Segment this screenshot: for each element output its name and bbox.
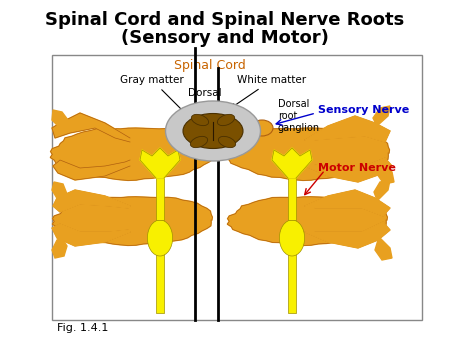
- FancyBboxPatch shape: [52, 55, 422, 320]
- Text: Dorsal
root
ganglion: Dorsal root ganglion: [278, 99, 320, 134]
- Ellipse shape: [251, 120, 273, 136]
- Text: Motor Nerve: Motor Nerve: [318, 163, 396, 173]
- Text: Fig. 1.4.1: Fig. 1.4.1: [57, 323, 108, 333]
- Text: Spinal Cord: Spinal Cord: [174, 59, 246, 72]
- Polygon shape: [53, 160, 130, 180]
- Ellipse shape: [183, 114, 243, 148]
- Text: (Sensory and Motor): (Sensory and Motor): [121, 29, 329, 47]
- Ellipse shape: [218, 136, 236, 148]
- Ellipse shape: [190, 136, 207, 148]
- Text: Gray matter: Gray matter: [120, 75, 195, 123]
- Polygon shape: [225, 128, 389, 180]
- Ellipse shape: [191, 114, 209, 126]
- FancyBboxPatch shape: [156, 247, 164, 313]
- Polygon shape: [52, 238, 67, 258]
- FancyBboxPatch shape: [288, 178, 296, 220]
- Text: White matter: White matter: [231, 75, 306, 108]
- Polygon shape: [305, 222, 390, 248]
- Ellipse shape: [217, 114, 234, 126]
- Polygon shape: [53, 190, 130, 212]
- Polygon shape: [305, 190, 390, 216]
- Text: Ventral: Ventral: [189, 146, 227, 156]
- Text: Sensory Nerve: Sensory Nerve: [318, 105, 409, 115]
- Text: Spinal Cord and Spinal Nerve Roots: Spinal Cord and Spinal Nerve Roots: [45, 11, 405, 29]
- Polygon shape: [272, 148, 312, 178]
- Ellipse shape: [166, 101, 261, 161]
- FancyBboxPatch shape: [156, 178, 164, 220]
- Polygon shape: [305, 158, 392, 182]
- Polygon shape: [50, 128, 215, 180]
- Polygon shape: [375, 238, 392, 260]
- Ellipse shape: [148, 220, 173, 256]
- Polygon shape: [377, 164, 394, 184]
- Polygon shape: [52, 182, 67, 200]
- Text: Dorsal: Dorsal: [188, 88, 222, 98]
- Polygon shape: [52, 224, 130, 246]
- Polygon shape: [373, 106, 390, 125]
- FancyBboxPatch shape: [288, 247, 296, 313]
- Polygon shape: [52, 113, 130, 142]
- Polygon shape: [305, 116, 390, 142]
- Polygon shape: [227, 197, 387, 245]
- Polygon shape: [140, 148, 180, 178]
- Polygon shape: [52, 110, 68, 128]
- Ellipse shape: [279, 220, 305, 256]
- Polygon shape: [374, 180, 390, 200]
- Polygon shape: [52, 197, 212, 245]
